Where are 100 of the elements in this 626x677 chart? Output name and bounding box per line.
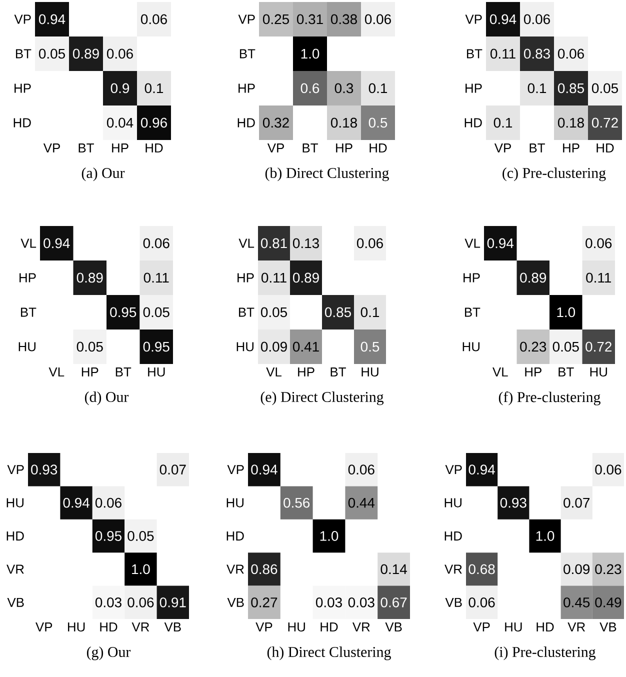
data-label: 0.31 — [296, 14, 323, 24]
x-tick-label: VP — [267, 144, 284, 152]
y-tick-label: VP — [7, 465, 24, 474]
data-label: 0.94 — [487, 238, 514, 248]
x-tick-label: VL — [492, 368, 508, 376]
data-label: 0.27 — [251, 597, 278, 608]
y-tick-label: HD — [238, 118, 255, 128]
text: (e) Direct Clustering — [260, 392, 384, 406]
x-tick-label: HU — [505, 622, 522, 632]
data-label: 0.05 — [76, 342, 103, 352]
data-label: 0.5 — [360, 342, 380, 352]
data-label: 1.0 — [301, 48, 320, 59]
y-tick-label: BT — [240, 49, 256, 58]
y-tick-label: VB — [7, 598, 24, 607]
data-label: 0.06 — [524, 14, 550, 24]
text: (h) Direct Clustering — [267, 646, 391, 660]
data-label: 0.13 — [292, 238, 319, 248]
x-tick-label: HD — [100, 622, 118, 632]
y-tick-label: VB — [445, 598, 462, 607]
data-label: 0.3 — [334, 83, 354, 94]
x-tick-label: HU — [590, 368, 607, 377]
data-label: 0.94 — [38, 14, 66, 24]
data-label: 0.25 — [262, 14, 289, 24]
data-label: 0.06 — [128, 597, 154, 608]
x-tick-label: HP — [563, 144, 580, 152]
data-label: 0.06 — [95, 498, 122, 508]
data-label: 0.89 — [76, 272, 103, 283]
x-tick-label: VP — [473, 622, 490, 632]
y-tick-label: BT — [466, 49, 482, 58]
data-label: 0.11 — [490, 48, 516, 59]
data-label: 0.09 — [260, 342, 287, 352]
data-label: 0.89 — [72, 48, 99, 59]
data-label: 0.23 — [595, 564, 622, 574]
y-tick-label: VB — [227, 598, 244, 607]
data-label: 0.49 — [595, 597, 622, 608]
x-tick-label: VB — [164, 622, 181, 632]
data-label: 0.1 — [494, 118, 512, 128]
x-tick-label: HP — [82, 368, 98, 376]
y-tick-label: BT — [464, 308, 480, 317]
data-label: 0.05 — [143, 307, 170, 318]
data-label: 0.1 — [368, 83, 388, 94]
y-tick-label: BT — [16, 49, 32, 58]
y-tick-label: HU — [226, 498, 244, 508]
y-tick-label: HU — [444, 498, 462, 508]
y-tick-label: VR — [6, 564, 24, 574]
data-label: 0.11 — [144, 272, 169, 283]
data-label: 0.06 — [558, 48, 584, 59]
data-label: 0.56 — [284, 498, 310, 508]
data-label: 0.1 — [360, 307, 380, 318]
data-label: 0.95 — [95, 531, 122, 541]
x-tick-label: VB — [600, 622, 616, 632]
x-tick-label: HD — [370, 144, 387, 152]
data-label: 0.18 — [330, 118, 357, 128]
data-label: 0.11 — [586, 272, 611, 283]
data-label: 0.89 — [292, 272, 319, 283]
x-tick-label: VP — [256, 622, 272, 632]
data-label: 0.94 — [468, 464, 495, 475]
x-tick-label: BT — [116, 368, 132, 376]
x-tick-label: HP — [525, 368, 542, 376]
data-label: 0.1 — [144, 83, 164, 94]
y-tick-label: VR — [226, 564, 244, 574]
y-tick-label: BT — [238, 308, 254, 317]
data-label: 0.14 — [380, 564, 407, 574]
x-tick-label: HU — [362, 368, 378, 377]
y-tick-label: VP — [445, 465, 462, 474]
text: (g) Our — [86, 646, 131, 660]
y-tick-label: HD — [14, 118, 31, 128]
data-label: 0.72 — [586, 342, 612, 352]
x-tick-label: VL — [48, 368, 64, 376]
data-label: 0.06 — [586, 238, 612, 248]
y-tick-label: VL — [20, 238, 36, 248]
data-label: 0.41 — [292, 342, 319, 352]
y-tick-label: VP — [14, 14, 31, 24]
y-tick-label: HU — [236, 342, 254, 352]
data-label: 0.32 — [262, 118, 289, 128]
data-label: 0.06 — [143, 238, 170, 248]
data-label: 0.06 — [348, 464, 374, 475]
y-tick-label: HD — [464, 118, 482, 128]
y-tick-label: VR — [444, 564, 462, 574]
data-label: 0.94 — [251, 464, 278, 475]
x-tick-label: HP — [112, 144, 128, 152]
text: (c) Pre-clustering — [502, 168, 606, 182]
data-label: 0.72 — [592, 118, 618, 128]
data-label: 0.85 — [558, 83, 584, 94]
data-label: 0.23 — [520, 342, 546, 352]
data-label: 0.86 — [251, 564, 278, 574]
x-tick-label: VB — [385, 622, 402, 632]
data-label: 0.83 — [524, 48, 550, 59]
data-label: 0.85 — [324, 307, 351, 318]
data-label: 0.06 — [468, 597, 495, 608]
data-label: 0.89 — [520, 272, 546, 283]
y-tick-label: HP — [14, 84, 31, 93]
x-tick-label: BT — [330, 368, 346, 376]
data-label: 0.93 — [500, 498, 526, 508]
y-tick-label: HD — [6, 532, 24, 540]
data-label: 0.94 — [63, 498, 90, 508]
data-label: 0.07 — [564, 498, 590, 508]
data-label: 1.0 — [557, 307, 576, 318]
x-tick-label: VR — [352, 622, 370, 632]
x-tick-label: HP — [336, 144, 352, 152]
